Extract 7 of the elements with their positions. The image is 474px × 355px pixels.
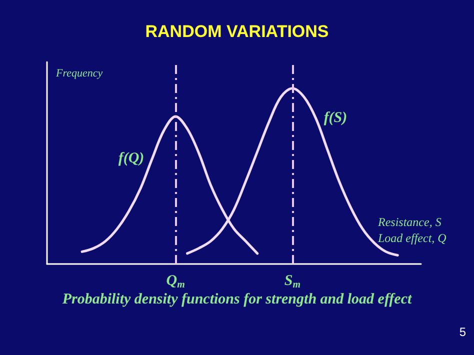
text: Probability density functions for strength and load effect — [62, 292, 412, 308]
chart-title: RANDOM VARIATIONS — [145, 22, 329, 41]
text: 5 — [459, 325, 466, 339]
series-label: f(S) — [324, 110, 348, 126]
y-axis-title: Frequency — [55, 68, 103, 80]
x-axis-title: Resistance, S Load effect, Q — [377, 215, 447, 245]
series-label: f(Q) — [118, 150, 144, 167]
